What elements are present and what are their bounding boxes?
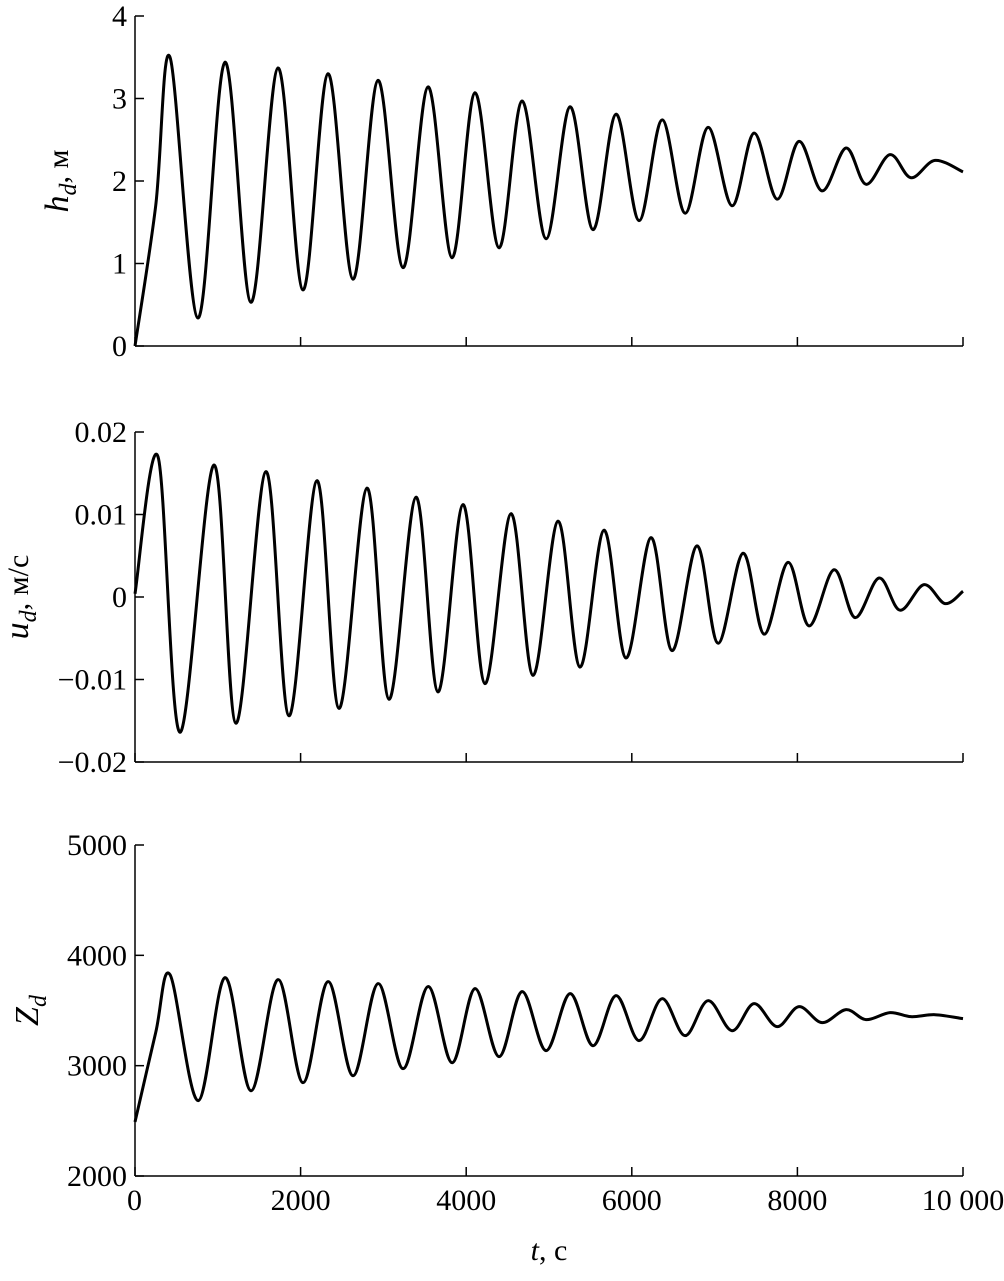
- x-axis-label: t, с: [531, 1234, 568, 1267]
- y-tick-label: −0.02: [58, 746, 127, 779]
- y-label-subscript: d: [26, 994, 52, 1007]
- y-tick-label: 0: [112, 330, 127, 363]
- y-tick-label: 2000: [67, 1160, 127, 1193]
- y-tick-label: 0.01: [75, 499, 128, 532]
- x-tick-label: 8000: [767, 1184, 827, 1217]
- x-label-symbol: t: [531, 1234, 540, 1267]
- y-tick-label: 4: [112, 0, 127, 33]
- x-tick-label: 10 000: [922, 1184, 1004, 1217]
- x-label-unit: , с: [539, 1234, 567, 1267]
- y-label-symbol: Z: [9, 1006, 46, 1026]
- y-tick-label: 2: [112, 165, 127, 198]
- y-axis-label: ud, м/с: [0, 555, 42, 640]
- data-line: [133, 971, 964, 1123]
- y-tick-label: 0.02: [75, 416, 128, 449]
- data-line: [133, 53, 964, 347]
- y-tick-label: 3: [112, 83, 127, 116]
- x-tick-label: 2000: [271, 1184, 331, 1217]
- y-label-symbol: h: [39, 195, 76, 212]
- x-tick-label: 6000: [602, 1184, 662, 1217]
- y-tick-label: 5000: [67, 829, 127, 862]
- x-tick-label: 0: [127, 1184, 142, 1217]
- y-label-symbol: u: [0, 622, 36, 639]
- y-tick-label: 0: [112, 581, 127, 614]
- y-axis-label: Zd: [9, 994, 52, 1026]
- y-label-subscript: d: [56, 182, 82, 195]
- y-tick-label: −0.01: [58, 664, 127, 697]
- y-tick-label: 3000: [67, 1050, 127, 1083]
- y-tick-label: 4000: [67, 939, 127, 972]
- x-tick-label: 4000: [436, 1184, 496, 1217]
- data-line: [133, 452, 964, 734]
- y-label-unit: , м: [42, 149, 75, 183]
- y-axis-label: hd, м: [39, 149, 82, 212]
- y-tick-label: 1: [112, 248, 127, 281]
- y-label-subscript: d: [16, 609, 42, 622]
- y-label-unit: , м/с: [2, 555, 35, 611]
